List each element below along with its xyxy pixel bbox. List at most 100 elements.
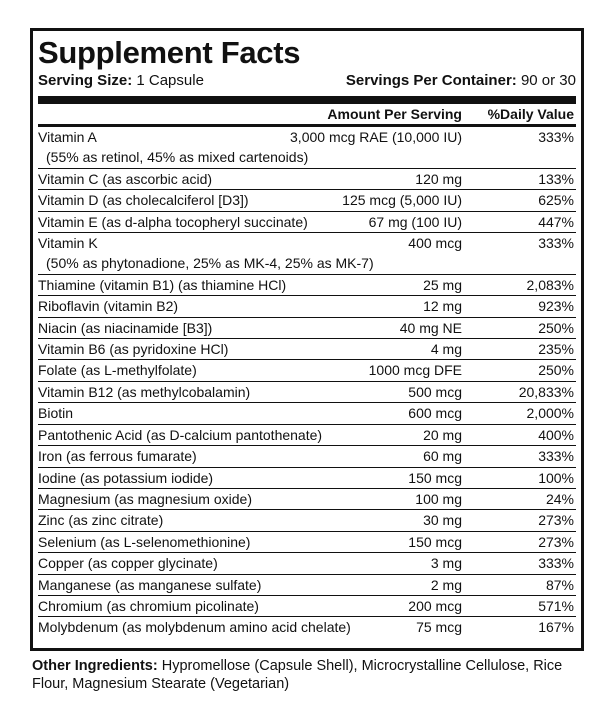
nutrient-amount: 150 mcg [408,533,462,550]
nutrient-amount: 30 mg [423,512,462,529]
nutrient-line: Vitamin B6 (as pyridoxine HCl) 4 mg 235% [38,339,576,359]
nutrient-line: Vitamin B12 (as methylcobalamin) 500 mcg 2… [38,382,576,402]
servings-value: 90 or 30 [520,72,576,89]
nutrient-daily-value: 571% [538,597,574,614]
nutrient-row: Vitamin E (as d-alpha tocopheryl succina… [38,212,576,234]
nutrient-row: Pantothenic Acid (as D-calcium pantothen… [38,425,576,447]
nutrient-line: Riboflavin (vitamin B2) 12 mg 923% [38,296,576,316]
nutrient-daily-value: 2,083% [526,276,574,293]
nutrient-name: Iron (as ferrous fumarate) [38,448,197,465]
nutrient-amount: 150 mcg [408,469,462,486]
amount-header: Amount Per Serving [327,106,462,122]
nutrient-row: Iodine (as potassium iodide) 150 mcg 100% [38,468,576,489]
nutrient-daily-value: 100% [538,469,574,486]
nutrient-row: Vitamin A 3,000 mcg RAE (10,000 IU) 333% (5… [38,127,576,169]
nutrient-daily-value: 167% [538,619,574,636]
nutrient-row: Magnesium (as magnesium oxide) 100 mg 24% [38,489,576,511]
nutrient-amount: 3 mg [430,555,462,572]
thick-rule [38,96,576,104]
nutrient-daily-value: 923% [538,298,574,315]
serving-size-value: 1 Capsule [136,72,204,89]
nutrient-name: Riboflavin (vitamin B2) [38,298,179,315]
nutrient-daily-value: 333% [538,235,574,252]
other-ingredients: Other Ingredients: Hypromellose (Capsule… [32,657,592,693]
nutrient-row: Niacin (as niacinamide [B3]) 40 mg NE 250% [38,318,576,340]
nutrient-line: Iodine (as potassium iodide) 150 mcg 100% [38,468,576,488]
nutrient-daily-value: 273% [538,533,574,550]
nutrient-row: Vitamin B6 (as pyridoxine HCl) 4 mg 235% [38,339,576,361]
thin-rule [38,124,576,127]
nutrient-name: Selenium (as L-selenomethionine) [38,533,251,550]
nutrient-daily-value: 625% [538,192,574,209]
nutrient-daily-value: 250% [538,319,574,336]
nutrient-note: (55% as retinol, 45% as mixed cartenoids… [46,149,309,166]
nutrient-line: Thiamine (vitamin B1) (as thiamine HCl) 2… [38,275,576,295]
nutrient-line: Magnesium (as magnesium oxide) 100 mg 24% [38,489,576,509]
nutrient-daily-value: 133% [538,170,574,187]
nutrient-amount: 25 mg [423,276,462,293]
servings-label: Servings Per Container: [345,72,517,89]
nutrient-name: Vitamin C (as ascorbic acid) [38,170,213,187]
nutrient-amount: 2 mg [430,576,462,593]
nutrient-line: Niacin (as niacinamide [B3]) 40 mg NE 250% [38,318,576,338]
serving-size-label: Serving Size: [38,72,133,89]
nutrient-name: Pantothenic Acid (as D-calcium pantothen… [38,426,323,443]
nutrient-daily-value: 250% [538,362,574,379]
nutrient-line: Manganese (as manganese sulfate) 2 mg 87% [38,575,576,595]
nutrient-name: Vitamin K [38,235,98,252]
nutrient-amount: 100 mg [415,490,462,507]
nutrient-daily-value: 273% [538,512,574,529]
serving-info: Serving Size: 1 Capsule Servings Per Con… [38,72,576,90]
nutrient-line: Vitamin C (as ascorbic acid) 120 mg 133% [38,169,576,189]
nutrient-daily-value: 24% [545,490,574,507]
nutrient-amount: 12 mg [423,298,462,315]
nutrient-amount: 75 mcg [416,619,462,636]
nutrient-amount: 20 mg [423,426,462,443]
nutrient-daily-value: 235% [538,341,574,358]
nutrient-name: Biotin [38,405,74,422]
nutrient-row: Copper (as copper glycinate) 3 mg 333% [38,553,576,575]
nutrient-name: Magnesium (as magnesium oxide) [38,490,252,507]
nutrient-line: Copper (as copper glycinate) 3 mg 333% [38,553,576,573]
nutrient-row: Zinc (as zinc citrate) 30 mg 273% [38,510,576,532]
nutrient-name: Zinc (as zinc citrate) [38,512,164,529]
nutrient-row: Vitamin K 400 mcg 333% (50% as phytonadione… [38,233,576,275]
nutrient-line: Vitamin K 400 mcg 333% [38,233,576,253]
nutrient-line: Chromium (as chromium picolinate) 200 mcg… [38,596,576,616]
nutrient-amount: 4 mg [430,341,462,358]
nutrient-row: Selenium (as L-selenomethionine) 150 mcg 2… [38,532,576,554]
nutrient-name: Vitamin D (as cholecalciferol [D3]) [38,192,249,209]
other-ingredients-text: Hypromellose (Capsule Shell), Microcryst… [32,658,563,692]
nutrient-line: Biotin 600 mcg 2,000% [38,403,576,423]
nutrient-daily-value: 400% [538,426,574,443]
nutrient-row: Iron (as ferrous fumarate) 60 mg 333% [38,446,576,468]
nutrient-name: Vitamin B12 (as methylcobalamin) [38,383,251,400]
title: Supplement Facts [38,35,301,70]
nutrient-amount: 1000 mcg DFE [368,362,462,379]
nutrient-name: Iodine (as potassium iodide) [38,469,214,486]
nutrient-line: Vitamin A 3,000 mcg RAE (10,000 IU) 333% [38,127,576,147]
nutrient-name: Vitamin B6 (as pyridoxine HCl) [38,341,229,358]
nutrient-line: Pantothenic Acid (as D-calcium pantothen… [38,425,576,445]
nutrient-daily-value: 87% [545,576,574,593]
nutrient-row: Riboflavin (vitamin B2) 12 mg 923% [38,296,576,318]
nutrient-name: Folate (as L-methylfolate) [38,362,197,379]
nutrient-name: Thiamine (vitamin B1) (as thiamine HCl) [38,276,287,293]
nutrient-amount: 200 mcg [408,597,462,614]
nutrient-row: Manganese (as manganese sulfate) 2 mg 87% [38,575,576,596]
daily-value-header: %Daily Value [487,106,574,122]
nutrient-line: Vitamin E (as d-alpha tocopheryl succina… [38,212,576,232]
nutrient-amount: 60 mg [423,448,462,465]
facts-panel: Supplement Facts Serving Size: 1 Capsule… [30,28,584,651]
other-ingredients-label: Other Ingredients: [32,658,158,674]
nutrient-amount: 120 mg [415,170,462,187]
nutrient-line: Selenium (as L-selenomethionine) 150 mcg 2… [38,532,576,552]
servings-per-container: Servings Per Container: 90 or 30 [346,72,576,90]
nutrient-row: Vitamin C (as ascorbic acid) 120 mg 133% [38,169,576,191]
nutrient-amount: 600 mcg [408,405,462,422]
nutrient-name: Niacin (as niacinamide [B3]) [38,319,213,336]
nutrient-row: Thiamine (vitamin B1) (as thiamine HCl) 2… [38,275,576,297]
nutrient-row: Biotin 600 mcg 2,000% [38,403,576,425]
nutrient-line: Iron (as ferrous fumarate) 60 mg 333% [38,446,576,466]
